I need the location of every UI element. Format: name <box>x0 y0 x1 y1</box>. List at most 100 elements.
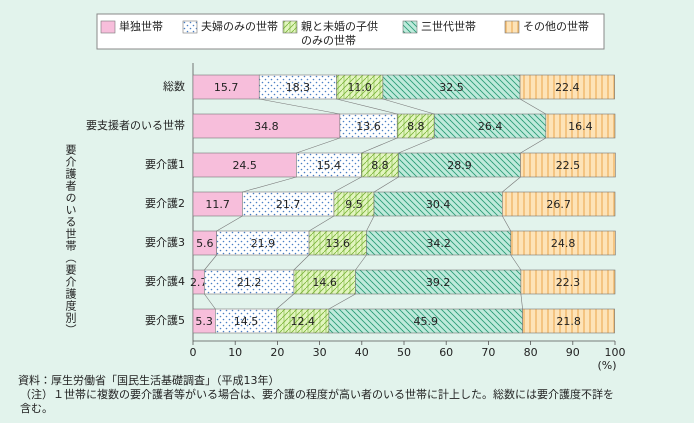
data-label: 32.5 <box>439 81 464 94</box>
connector-line <box>398 137 435 154</box>
data-label: 15.7 <box>214 81 239 94</box>
connector-line <box>296 137 340 154</box>
data-label: 5.3 <box>195 315 213 328</box>
data-label: 11.0 <box>347 81 372 94</box>
data-label: 8.8 <box>407 120 425 133</box>
x-tick-label: 100 <box>605 346 626 359</box>
data-label: 22.5 <box>556 159 581 172</box>
data-label: 21.2 <box>237 276 262 289</box>
x-tick-label: 50 <box>397 346 411 359</box>
bar-segment <box>258 74 337 100</box>
bar-segment <box>192 152 297 178</box>
bar-segment <box>519 74 615 100</box>
connector-line <box>502 215 512 232</box>
data-label: 30.4 <box>426 198 451 211</box>
data-label: 9.5 <box>345 198 363 211</box>
note-line: 含む。 <box>20 402 53 415</box>
bar-segment <box>192 191 243 217</box>
x-tick-label: 80 <box>524 346 538 359</box>
connector-line <box>308 215 335 232</box>
bar-segment <box>308 230 367 256</box>
data-label: 34.8 <box>254 120 279 133</box>
data-label: 39.2 <box>426 276 451 289</box>
y-tick-label: 要介護4 <box>145 274 185 288</box>
data-label: 18.3 <box>286 81 311 94</box>
data-label: 28.9 <box>447 159 472 172</box>
x-tick-label: 10 <box>228 346 242 359</box>
bar-segment <box>510 230 616 256</box>
connector-line <box>336 98 398 115</box>
legend-box <box>96 13 605 50</box>
bar-segment <box>339 113 398 139</box>
data-label: 34.2 <box>426 237 451 250</box>
connector-line <box>328 293 356 310</box>
x-tick-label: 40 <box>355 346 369 359</box>
data-label: 26.7 <box>546 198 571 211</box>
data-label: 13.6 <box>356 120 381 133</box>
connector-line <box>502 176 521 193</box>
connector-line <box>366 215 375 232</box>
x-tick-label: 90 <box>566 346 580 359</box>
data-label: 24.8 <box>551 237 576 250</box>
connector-line <box>355 254 367 271</box>
bar-segment <box>434 113 547 139</box>
data-label: 15.4 <box>317 159 342 172</box>
connector-line <box>333 176 362 193</box>
data-label: 21.7 <box>276 198 301 211</box>
data-label: 22.4 <box>555 81 580 94</box>
x-tick-label: 20 <box>270 346 284 359</box>
connector-line <box>510 254 522 271</box>
legend-swatch <box>504 20 520 34</box>
connector-line <box>382 98 435 115</box>
data-label: 5.6 <box>196 237 214 250</box>
connector-line <box>276 293 295 310</box>
bar-segment <box>216 230 310 256</box>
legend-swatch <box>402 20 418 34</box>
data-label: 22.3 <box>556 276 581 289</box>
bar-segment <box>355 269 522 295</box>
bar-segment <box>545 113 616 139</box>
bar-segment <box>333 191 375 217</box>
bar-segment <box>502 191 616 217</box>
connector-line <box>216 215 243 232</box>
connector-line <box>204 293 216 310</box>
data-label: 45.9 <box>413 315 438 328</box>
legend-label: その他の世帯 <box>523 20 589 33</box>
connector-line <box>520 293 523 310</box>
y-axis-title: 要介護者のいる世帯（要介護度別） <box>64 144 77 336</box>
data-label: 21.8 <box>556 315 581 328</box>
data-label: 14.6 <box>312 276 337 289</box>
y-tick-label: 要介護5 <box>145 313 185 327</box>
y-tick-label: 要介護1 <box>145 157 185 171</box>
bar-segment <box>328 308 523 334</box>
data-label: 8.8 <box>371 159 389 172</box>
legend-label: 三世代世帯 <box>421 20 476 33</box>
chart: 要介護者のいる世帯（要介護度別） (%) 単独世帯 夫婦のみの世帯 親と未婚の子供の… <box>64 13 626 372</box>
x-tick-label: 60 <box>439 346 453 359</box>
bar-segment <box>204 269 295 295</box>
legend-label: 夫婦のみの世帯 <box>201 20 278 33</box>
data-label: 24.5 <box>232 159 257 172</box>
data-label: 11.7 <box>205 198 230 211</box>
bar-segment <box>396 113 435 139</box>
connector-line <box>519 98 546 115</box>
notes: 資料：厚生労働省「国民生活基礎調査」（平成13年） （注）１世帯に複数の要介護者等… <box>18 374 688 416</box>
bar-segment <box>522 308 615 334</box>
connector-line <box>373 176 399 193</box>
data-label: 2.7 <box>190 276 208 289</box>
y-tick-label: 要介護3 <box>145 235 185 249</box>
bar-segment <box>336 74 384 100</box>
note-line: 資料：厚生労働省「国民生活基礎調査」（平成13年） <box>18 374 280 387</box>
x-tick-label: 30 <box>313 346 327 359</box>
legend-label: 親と未婚の子供のみの世帯 <box>301 19 378 47</box>
data-label: 16.4 <box>568 120 593 133</box>
bar-segment <box>520 152 616 178</box>
connector-line <box>259 98 340 115</box>
bar-segment <box>520 269 616 295</box>
legend-label: 単独世帯 <box>119 19 163 33</box>
bar-segment <box>296 152 362 178</box>
bar-segment <box>373 191 503 217</box>
y-tick-label: 要支援者のいる世帯 <box>86 118 185 132</box>
data-label: 21.9 <box>251 237 276 250</box>
x-axis-unit: (%) <box>597 359 616 372</box>
